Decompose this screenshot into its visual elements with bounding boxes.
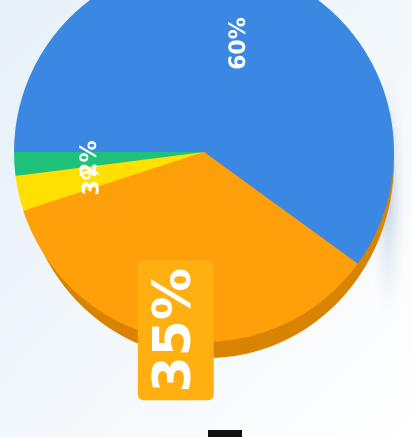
- pie-slice: [23, 152, 358, 343]
- label-tag: [137, 260, 214, 401]
- pie-slice: [14, 152, 204, 176]
- bar-decoration: [208, 430, 242, 437]
- data-label: 60%: [226, 17, 251, 70]
- pie-slice: [14, 0, 394, 264]
- pie-slice: [15, 152, 205, 211]
- data-label: 2%: [77, 140, 102, 177]
- data-label: 35%: [143, 268, 203, 392]
- pie: 60%35%3%2%: [14, 0, 394, 401]
